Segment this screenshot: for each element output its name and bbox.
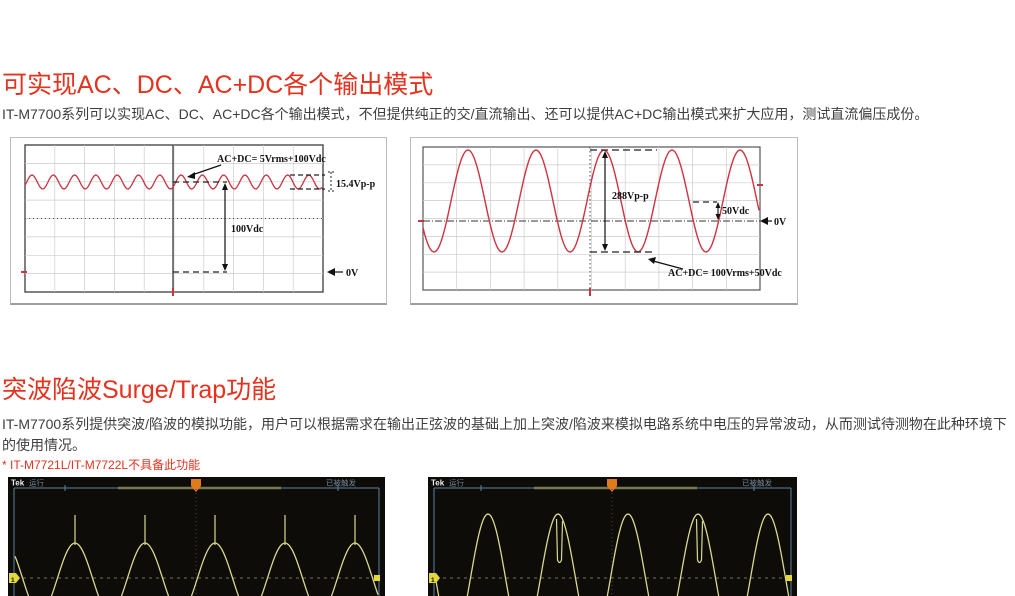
- model-footnote: * IT-M7721L/IT-M7722L不具备此功能: [2, 458, 201, 472]
- output-modes-description: IT-M7700系列可以实现AC、DC、AC+DC各个输出模式，不但提供纯正的交…: [2, 106, 929, 122]
- diagram-large-ac-small-dc: 288Vp-p 50Vdc 0V AC+DC= 100Vrms+50Vdc: [410, 137, 798, 305]
- scope-run-status: 运行: [449, 478, 464, 488]
- scope-svg: 1 Tek 运行 已被触发: [428, 477, 797, 596]
- right-edge-marker: [786, 575, 792, 581]
- annotation-label: AC+DC= 100Vrms+50Vdc: [668, 268, 782, 279]
- sine-wave: [422, 149, 760, 253]
- trigger-position-icon: [607, 479, 617, 492]
- surge-spikes: [74, 515, 356, 545]
- small-arrow-up: [715, 202, 721, 208]
- zero-arrow-head: [760, 217, 768, 225]
- vpp-label: 288Vp-p: [612, 191, 649, 202]
- sine-wave: [24, 174, 323, 190]
- window-brackets: [480, 485, 755, 491]
- diagram-ac-on-dc-offset: AC+DC= 5Vrms+100Vdc 15.4Vp-p 100Vdc 0V: [10, 137, 387, 305]
- dc-offset-label: 100Vdc: [231, 224, 264, 235]
- right-edge-marker: [374, 575, 380, 581]
- trap-waveform: [434, 513, 790, 596]
- arrow-down-head: [222, 264, 228, 271]
- scope-brand: Tek: [431, 479, 445, 488]
- vpp-bracket-dashes: [290, 174, 325, 190]
- dc-offset-label: 50Vdc: [722, 206, 750, 217]
- waveform-diagram-svg: AC+DC= 5Vrms+100Vdc 15.4Vp-p 100Vdc 0V: [21, 144, 376, 296]
- surge-trap-heading: 突波陷波Surge/Trap功能: [2, 376, 277, 404]
- scope-svg: 1 Tek 运行 已被触发: [8, 477, 385, 596]
- scope-trigger-status: 已被触发: [326, 478, 356, 488]
- trigger-position-icon: [191, 479, 201, 492]
- zero-label: 0V: [774, 217, 787, 228]
- channel-number: 1: [11, 577, 15, 584]
- channel-marker: [9, 573, 20, 583]
- annotation-arrow-head: [187, 172, 195, 179]
- small-arrow-down: [715, 214, 721, 220]
- vpp-bracket: [328, 171, 334, 192]
- arrow-up-head: [602, 151, 608, 158]
- scope-brand: Tek: [11, 479, 25, 488]
- arrow-down-head: [602, 244, 608, 251]
- waveform-diagram-svg: 288Vp-p 50Vdc 0V AC+DC= 100Vrms+50Vdc: [418, 146, 787, 296]
- scope-trigger-status: 已被触发: [742, 478, 772, 488]
- zero-label: 0V: [346, 268, 359, 279]
- oscilloscope-surge-capture: 1 Tek 运行 已被触发: [8, 477, 385, 596]
- oscilloscope-trap-capture: 1 Tek 运行 已被触发: [428, 477, 797, 596]
- window-brackets: [64, 485, 339, 491]
- zero-arrow-head: [327, 268, 335, 276]
- scope-background: [8, 477, 385, 596]
- scope-background: [428, 477, 797, 596]
- scope-run-status: 运行: [29, 478, 44, 488]
- trap-notches: [555, 518, 704, 564]
- arrow-up-head: [222, 183, 228, 190]
- output-modes-heading: 可实现AC、DC、AC+DC各个输出模式: [2, 71, 434, 99]
- channel-marker: [429, 573, 440, 583]
- annotation-arrow-head: [648, 257, 656, 264]
- vpp-label: 15.4Vp-p: [336, 179, 376, 190]
- annotation-label: AC+DC= 5Vrms+100Vdc: [217, 154, 326, 165]
- channel-number: 1: [431, 577, 435, 584]
- annotation-arrow-line: [652, 260, 684, 270]
- annotation-arrow-line: [191, 164, 222, 176]
- surge-trap-description: IT-M7700系列提供突波/陷波的模拟功能，用户可以根据需求在输出正弦波的基础…: [2, 416, 1007, 453]
